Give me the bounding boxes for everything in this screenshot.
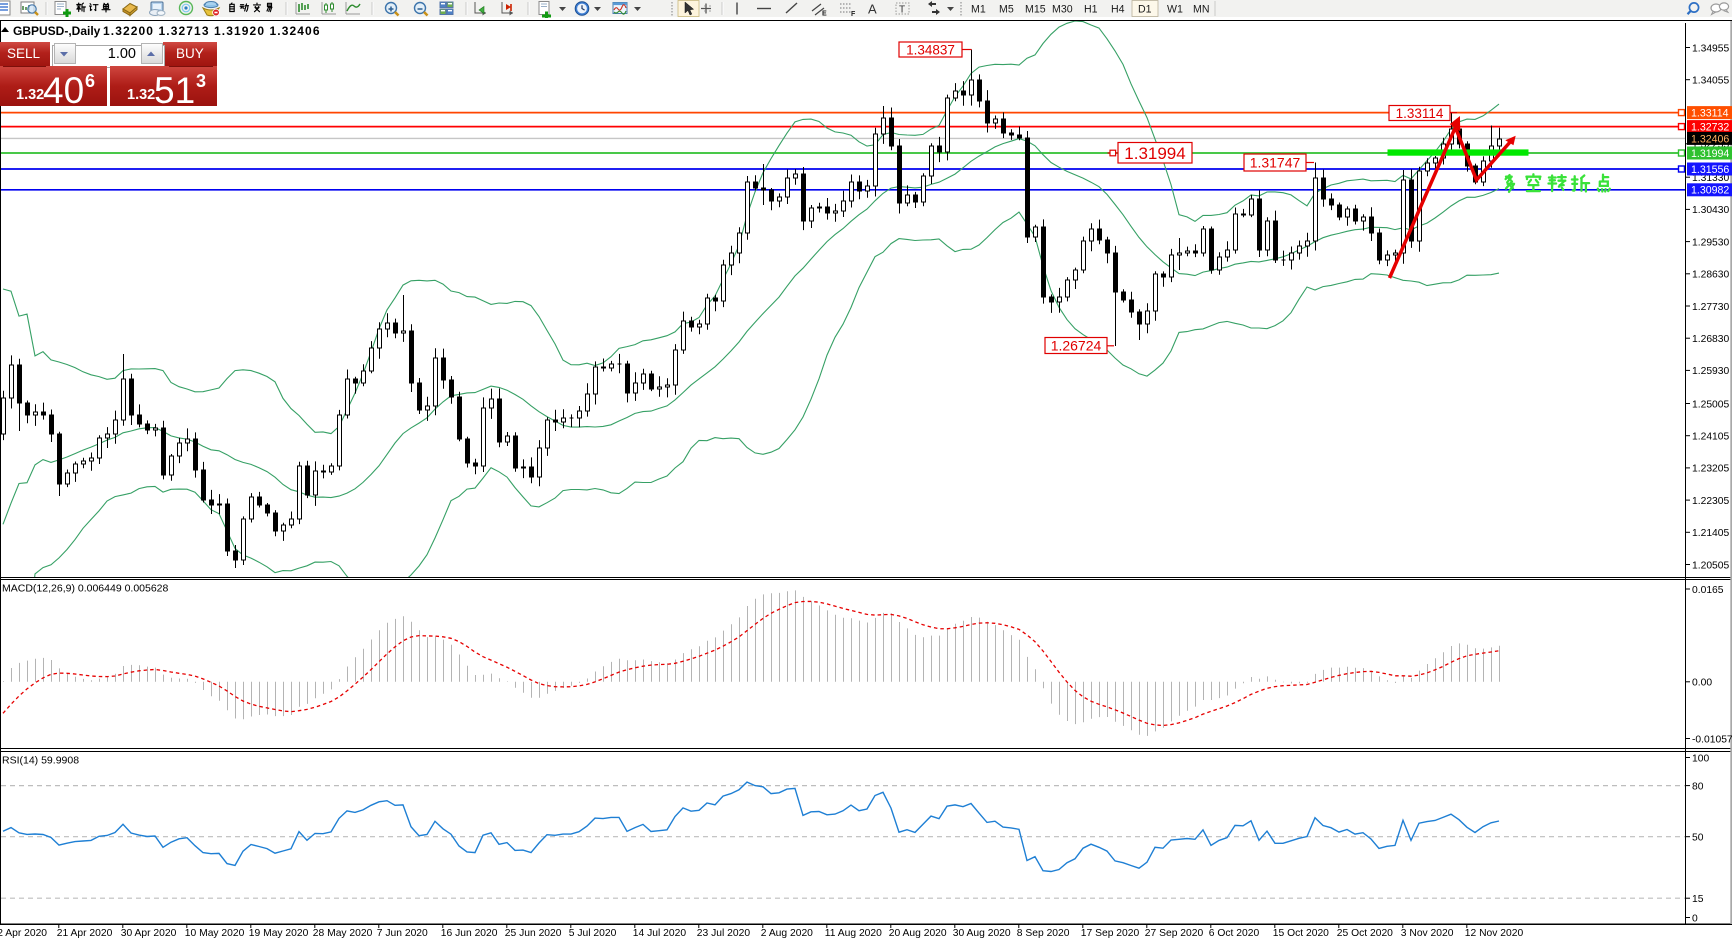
svg-text:12 Nov 2020: 12 Nov 2020	[1465, 928, 1524, 939]
svg-text:1.27730: 1.27730	[1692, 302, 1729, 313]
svg-text:21 Apr 2020: 21 Apr 2020	[57, 928, 113, 939]
svg-text:15 Oct 2020: 15 Oct 2020	[1273, 928, 1329, 939]
svg-text:GBPUSD-,Daily: GBPUSD-,Daily	[13, 24, 101, 38]
svg-text:30 Apr 2020: 30 Apr 2020	[121, 928, 177, 939]
svg-text:0.0165: 0.0165	[1692, 585, 1724, 596]
svg-text:50: 50	[1692, 833, 1704, 844]
svg-text:MN: MN	[1193, 3, 1209, 15]
svg-text:6 Oct 2020: 6 Oct 2020	[1209, 928, 1260, 939]
svg-text:1.32406: 1.32406	[1691, 133, 1729, 145]
svg-text:3 Nov 2020: 3 Nov 2020	[1401, 928, 1454, 939]
svg-text:25 Oct 2020: 25 Oct 2020	[1337, 928, 1393, 939]
svg-text:30 Aug 2020: 30 Aug 2020	[953, 928, 1011, 939]
svg-text:19 May 2020: 19 May 2020	[249, 928, 309, 939]
svg-text:27 Sep 2020: 27 Sep 2020	[1145, 928, 1204, 939]
svg-text:1.31556: 1.31556	[1691, 164, 1729, 176]
svg-text:H1: H1	[1084, 3, 1098, 15]
svg-text:1.25930: 1.25930	[1692, 366, 1729, 377]
svg-text:1.20505: 1.20505	[1692, 560, 1729, 571]
svg-text:11 Aug 2020: 11 Aug 2020	[825, 928, 882, 939]
svg-text:H4: H4	[1111, 3, 1125, 15]
svg-text:1.25005: 1.25005	[1692, 399, 1729, 410]
svg-text:1.34055: 1.34055	[1692, 76, 1729, 87]
svg-text:1.33114: 1.33114	[1691, 108, 1729, 120]
svg-text:A: A	[868, 2, 877, 17]
svg-text:W1: W1	[1167, 3, 1183, 15]
svg-text:7 Jun 2020: 7 Jun 2020	[377, 928, 428, 939]
svg-text:8 Sep 2020: 8 Sep 2020	[1017, 928, 1070, 939]
svg-text:M1: M1	[971, 3, 986, 15]
svg-text:1.30982: 1.30982	[1691, 185, 1729, 197]
svg-text:1.23205: 1.23205	[1692, 464, 1729, 475]
svg-text:1.32732: 1.32732	[1691, 122, 1729, 134]
svg-text:M5: M5	[999, 3, 1014, 15]
svg-text:1.31994: 1.31994	[1691, 148, 1729, 160]
svg-text:1.34837: 1.34837	[906, 42, 955, 57]
svg-text:28 May 2020: 28 May 2020	[313, 928, 373, 939]
svg-text:10 May 2020: 10 May 2020	[185, 928, 245, 939]
svg-text:1.29530: 1.29530	[1692, 237, 1729, 248]
svg-text:23 Jul 2020: 23 Jul 2020	[697, 928, 751, 939]
svg-text:MACD(12,26,9) 0.006449 0.00562: MACD(12,26,9) 0.006449 0.005628	[2, 583, 169, 595]
svg-text:1.33114: 1.33114	[1396, 106, 1444, 121]
svg-text:80: 80	[1692, 781, 1704, 792]
svg-text:20 Aug 2020: 20 Aug 2020	[889, 928, 947, 939]
svg-text:1.31330: 1.31330	[1692, 173, 1729, 184]
svg-text:RSI(14) 59.9908: RSI(14) 59.9908	[2, 755, 79, 767]
svg-text:M30: M30	[1052, 3, 1073, 15]
svg-text:14 Jul 2020: 14 Jul 2020	[633, 928, 687, 939]
svg-text:M15: M15	[1025, 3, 1046, 15]
svg-text:1.32200 1.32713 1.31920 1.3240: 1.32200 1.32713 1.31920 1.32406	[103, 24, 321, 38]
svg-text:1.32255: 1.32255	[1692, 140, 1729, 151]
svg-text:2 Aug 2020: 2 Aug 2020	[761, 928, 813, 939]
svg-text:1.30430: 1.30430	[1692, 205, 1729, 216]
svg-text:1.26830: 1.26830	[1692, 334, 1729, 345]
svg-text:T: T	[899, 5, 905, 16]
svg-text:12 Apr 2020: 12 Apr 2020	[0, 928, 47, 939]
svg-text:16 Jun 2020: 16 Jun 2020	[441, 928, 498, 939]
svg-text:15: 15	[1692, 894, 1704, 905]
svg-text:100: 100	[1692, 753, 1709, 764]
svg-text:1.24105: 1.24105	[1692, 432, 1729, 443]
svg-text:0.00: 0.00	[1692, 678, 1712, 689]
svg-text:1.28630: 1.28630	[1692, 270, 1729, 281]
svg-text:1.22305: 1.22305	[1692, 496, 1729, 507]
svg-text:D1: D1	[1138, 3, 1152, 15]
svg-text:25 Jun 2020: 25 Jun 2020	[505, 928, 562, 939]
svg-text:1.34955: 1.34955	[1692, 43, 1729, 54]
svg-text:1.31994: 1.31994	[1124, 144, 1185, 163]
svg-text:0: 0	[1692, 913, 1698, 924]
svg-text:1.21405: 1.21405	[1692, 528, 1729, 539]
svg-text:1.26724: 1.26724	[1051, 338, 1102, 354]
svg-text:17 Sep 2020: 17 Sep 2020	[1081, 928, 1140, 939]
svg-text:F: F	[851, 11, 856, 18]
svg-text:5 Jul 2020: 5 Jul 2020	[569, 928, 617, 939]
svg-text:-0.010571: -0.010571	[1692, 734, 1732, 745]
svg-text:E: E	[822, 11, 827, 18]
svg-text:1.31747: 1.31747	[1250, 155, 1301, 171]
